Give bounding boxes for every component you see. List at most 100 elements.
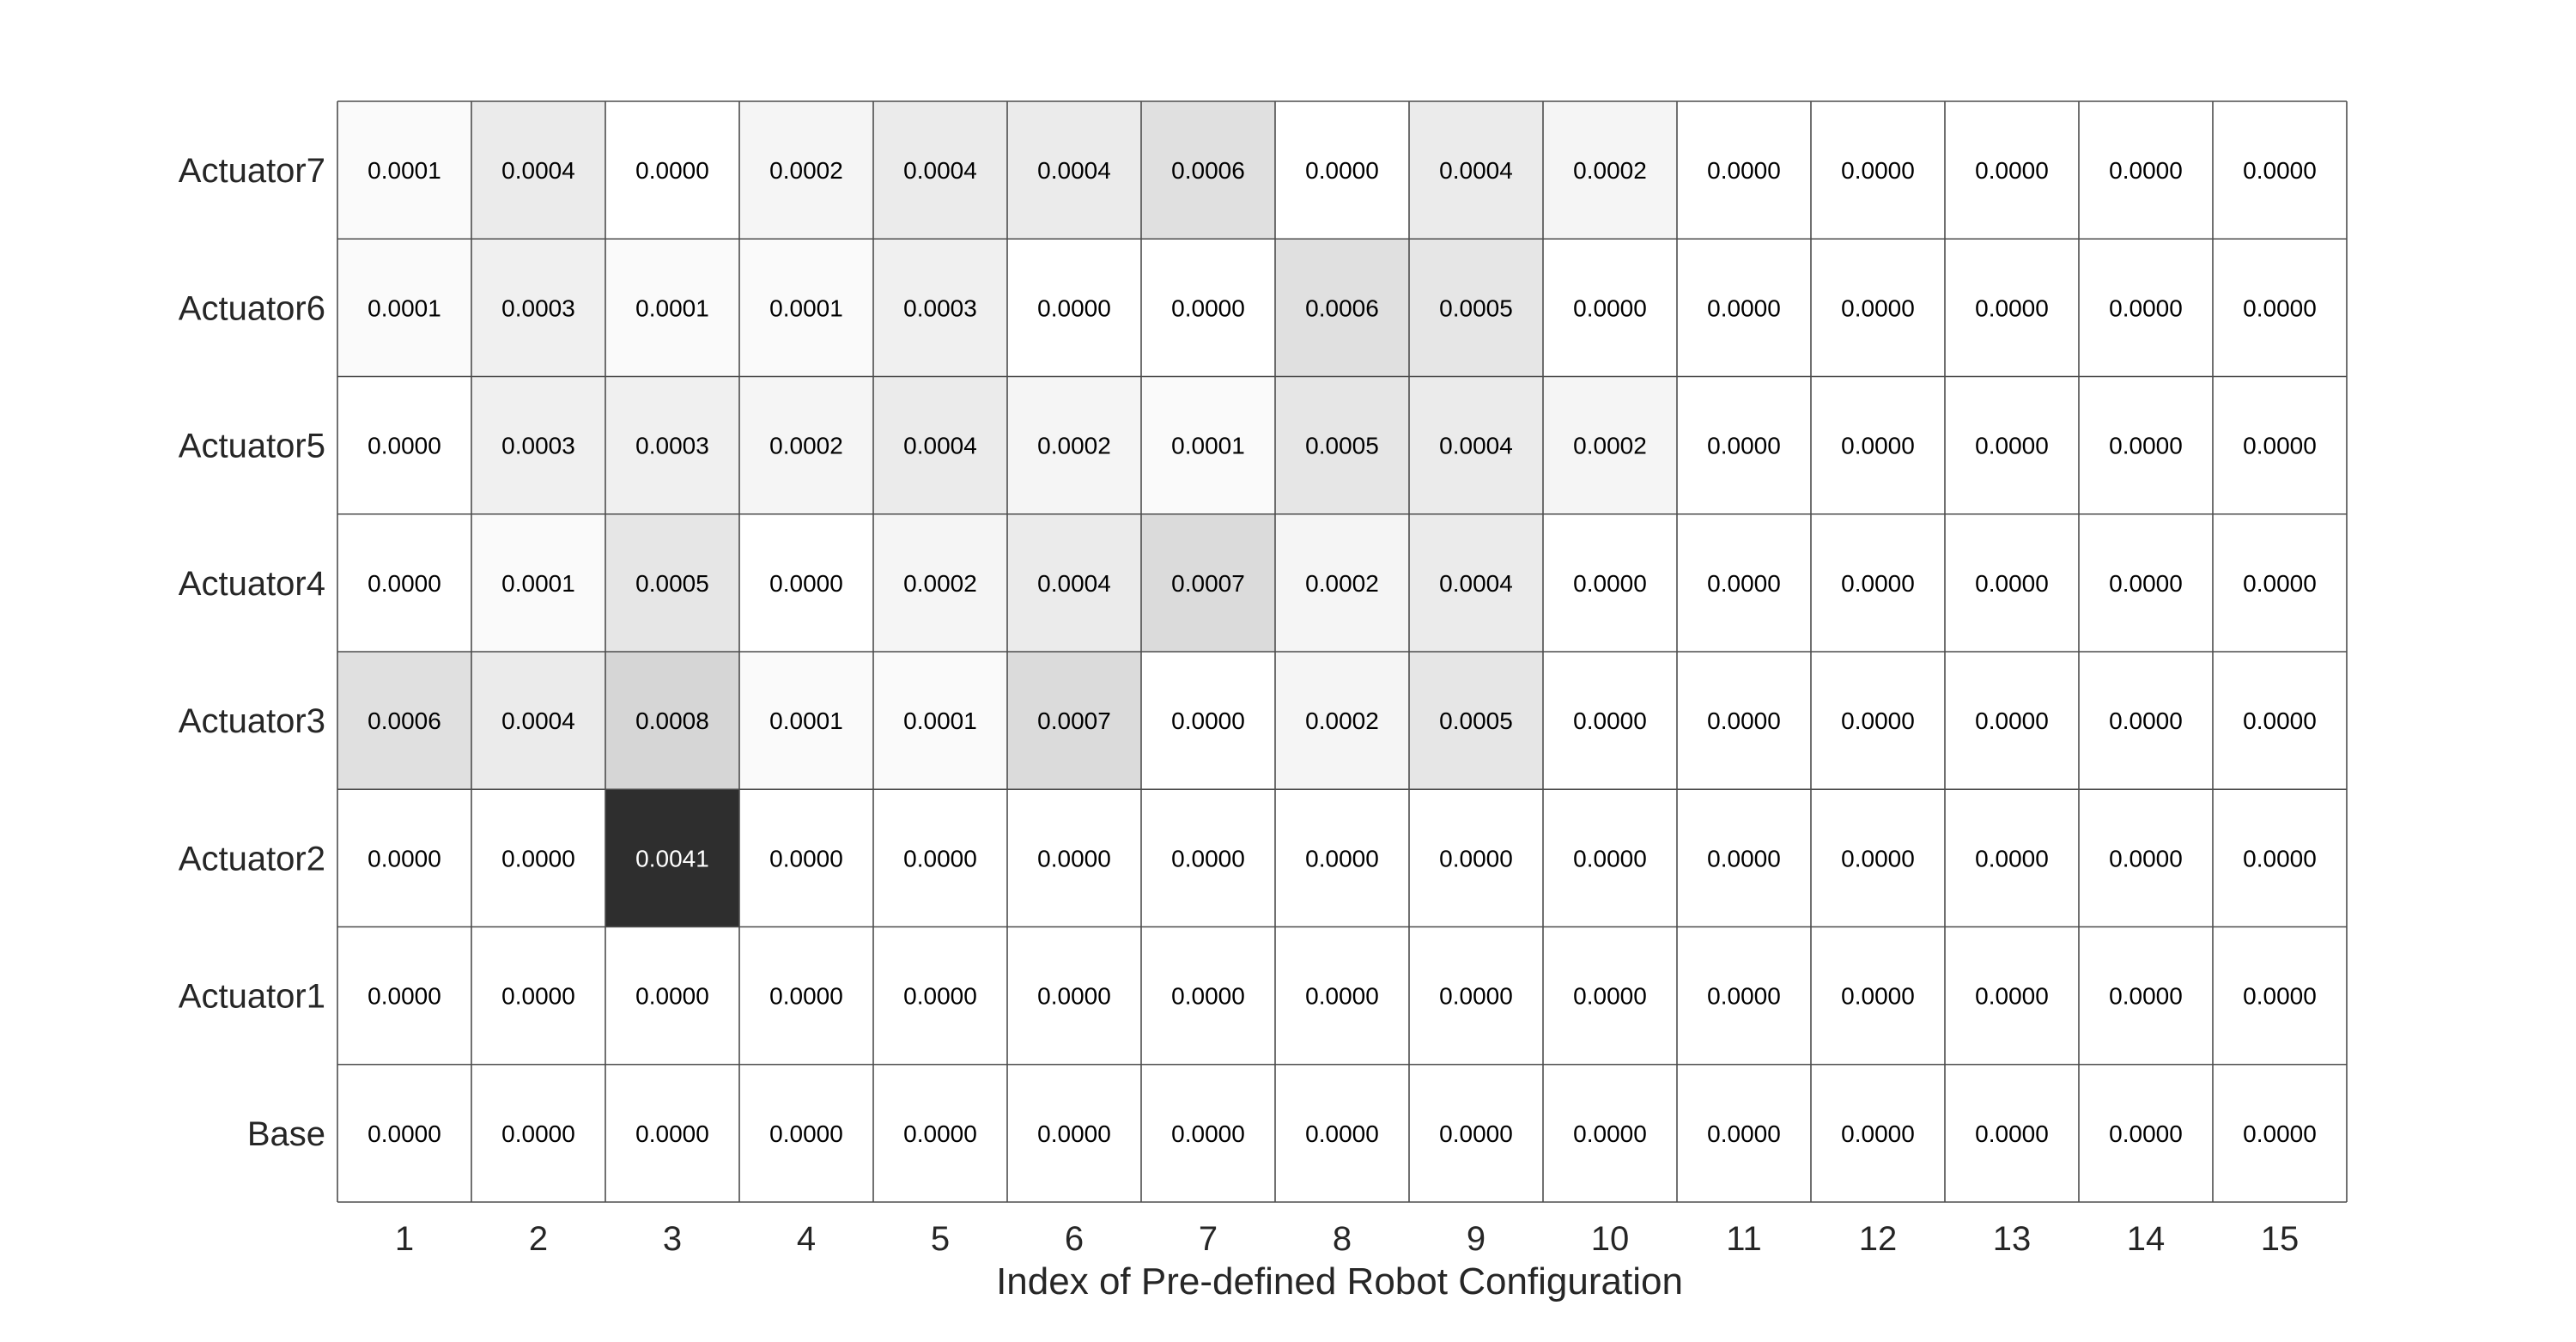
heatmap-cell (2079, 1064, 2213, 1202)
cell-value-label: 0.0000 (2109, 845, 2183, 871)
row-labels: Actuator7 Actuator6 Actuator5 Actuator4 Actu… (179, 152, 325, 1153)
heatmap-cell (873, 101, 1007, 240)
heatmap-cell (1543, 101, 1677, 240)
cell-value-label: 0.0000 (1975, 570, 2049, 597)
cell-value-label: 0.0000 (1707, 157, 1781, 184)
heatmap-cell (337, 1064, 471, 1202)
cell-value-label: 0.0000 (769, 983, 843, 1010)
heatmap-cell (1409, 652, 1543, 790)
cell-value-label: 0.0001 (903, 707, 977, 734)
heatmap-cell (2213, 376, 2347, 514)
cell-value-label: 0.0000 (2109, 433, 2183, 459)
cell-value-label: 0.0000 (2109, 157, 2183, 184)
heatmap-cell (1677, 513, 1811, 652)
heatmap-cell (1677, 101, 1811, 240)
cell-value-label: 0.0003 (903, 295, 977, 321)
heatmap-cell (873, 513, 1007, 652)
heatmap-cell (1945, 926, 2079, 1065)
cell-value-label: 0.0000 (2243, 845, 2317, 871)
cell-value-label: 0.0000 (1439, 1120, 1513, 1147)
heatmap-cell (605, 1064, 739, 1202)
heatmap-cell (739, 239, 873, 377)
heatmap-cell (337, 652, 471, 790)
column-label: 12 (1859, 1220, 1898, 1258)
heatmap-cell (1945, 376, 2079, 514)
heatmap-cell (1409, 376, 1543, 514)
cell-value-label: 0.0000 (1037, 983, 1111, 1010)
heatmap-cell (1811, 789, 1945, 927)
cell-value-label: 0.0000 (2109, 1120, 2183, 1147)
cell-value-label: 0.0000 (769, 1120, 843, 1147)
heatmap-cell (1275, 1064, 1409, 1202)
heatmap-cell (471, 376, 605, 514)
cell-value-label: 0.0000 (1171, 295, 1245, 321)
heatmap-cell (739, 376, 873, 514)
cell-value-label: 0.0006 (1305, 295, 1379, 321)
x-axis-title: Index of Pre-defined Robot Configuration (996, 1260, 1683, 1303)
heatmap-cell (1141, 513, 1275, 652)
heatmap-cell (1007, 376, 1141, 514)
cell-value-label: 0.0001 (1171, 433, 1245, 459)
cell-value-label: 0.0000 (2243, 433, 2317, 459)
heatmap-cell (1007, 1064, 1141, 1202)
heatmap-cell (873, 926, 1007, 1065)
heatmap-cell (337, 789, 471, 927)
heatmap-cell (605, 513, 739, 652)
cell-value-label: 0.0004 (1439, 433, 1513, 459)
heatmap-cell (1945, 652, 2079, 790)
cell-value-label: 0.0000 (1171, 1120, 1245, 1147)
cell-value-label: 0.0002 (1305, 570, 1379, 597)
heatmap-cell (2213, 101, 2347, 240)
cell-value-label: 0.0005 (635, 570, 709, 597)
cell-value-label: 0.0002 (769, 157, 843, 184)
heatmap-cell (1811, 1064, 1945, 1202)
cell-value-label: 0.0000 (1573, 983, 1647, 1010)
cell-value-label: 0.0000 (1841, 707, 1915, 734)
cell-value-label: 0.0000 (2109, 983, 2183, 1010)
column-label: 13 (1993, 1220, 2032, 1258)
cell-value-label: 0.0000 (1305, 845, 1379, 871)
heatmap-cell (337, 376, 471, 514)
cell-value-label: 0.0005 (1305, 433, 1379, 459)
heatmap-cell (2079, 376, 2213, 514)
cell-value-label: 0.0008 (635, 707, 709, 734)
heatmap-cell (1677, 926, 1811, 1065)
heatmap-cell (605, 101, 739, 240)
heatmap-cell (1141, 652, 1275, 790)
cell-value-label: 0.0000 (903, 845, 977, 871)
heatmap-cell (1543, 239, 1677, 377)
row-label: Actuator3 (179, 702, 325, 740)
cell-value-label: 0.0000 (1975, 157, 2049, 184)
heatmap-cell (1811, 652, 1945, 790)
row-label: Actuator1 (179, 978, 325, 1016)
cell-value-label: 0.0000 (2243, 707, 2317, 734)
row-label: Base (247, 1115, 325, 1153)
cell-value-label: 0.0000 (635, 1120, 709, 1147)
column-label: 4 (797, 1220, 816, 1258)
cell-value-label: 0.0000 (1841, 1120, 1915, 1147)
cell-value-label: 0.0000 (1975, 1120, 2049, 1147)
cell-value-label: 0.0000 (368, 845, 441, 871)
cell-value-label: 0.0000 (1975, 845, 2049, 871)
cell-value-label: 0.0003 (501, 295, 575, 321)
heatmap-cell (605, 789, 739, 927)
heatmap-cell (1409, 239, 1543, 377)
heatmap-cell (2079, 513, 2213, 652)
cell-value-label: 0.0000 (1305, 1120, 1379, 1147)
heatmap-cell (2079, 101, 2213, 240)
heatmap-cell (2213, 789, 2347, 927)
heatmap-cell (605, 652, 739, 790)
cell-value-label: 0.0000 (368, 433, 441, 459)
column-label: 2 (529, 1220, 548, 1258)
cell-value-label: 0.0000 (1439, 845, 1513, 871)
column-label: 11 (1726, 1220, 1762, 1258)
cell-value-label: 0.0005 (1439, 295, 1513, 321)
heatmap-cell (1543, 513, 1677, 652)
heatmap-cell (1945, 101, 2079, 240)
cell-value-label: 0.0007 (1171, 570, 1245, 597)
cell-value-label: 0.0000 (1975, 433, 2049, 459)
cell-value-label: 0.0000 (2243, 157, 2317, 184)
heatmap-cell (1275, 789, 1409, 927)
column-labels: 1 2 3 4 5 6 7 8 9 10 11 12 13 14 15 (395, 1220, 2299, 1258)
heatmap-cell (471, 101, 605, 240)
